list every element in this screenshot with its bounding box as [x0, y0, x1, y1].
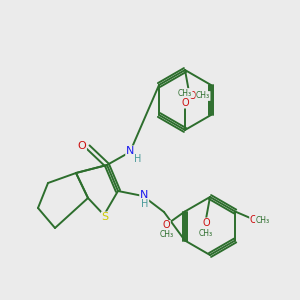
Text: O: O	[202, 218, 210, 228]
Text: O: O	[163, 220, 170, 230]
Text: CH₃: CH₃	[199, 229, 213, 238]
Text: O: O	[188, 91, 196, 101]
Text: N: N	[140, 190, 148, 200]
Text: CH₃: CH₃	[256, 216, 270, 225]
Text: CH₃: CH₃	[178, 88, 192, 98]
Text: H: H	[141, 199, 149, 209]
Text: O: O	[78, 141, 86, 151]
Text: N: N	[126, 146, 134, 156]
Text: H: H	[134, 154, 142, 164]
Text: CH₃: CH₃	[159, 230, 173, 239]
Text: CH₃: CH₃	[196, 92, 210, 100]
Text: O: O	[181, 98, 189, 108]
Text: O: O	[250, 215, 257, 225]
Text: S: S	[101, 212, 109, 222]
